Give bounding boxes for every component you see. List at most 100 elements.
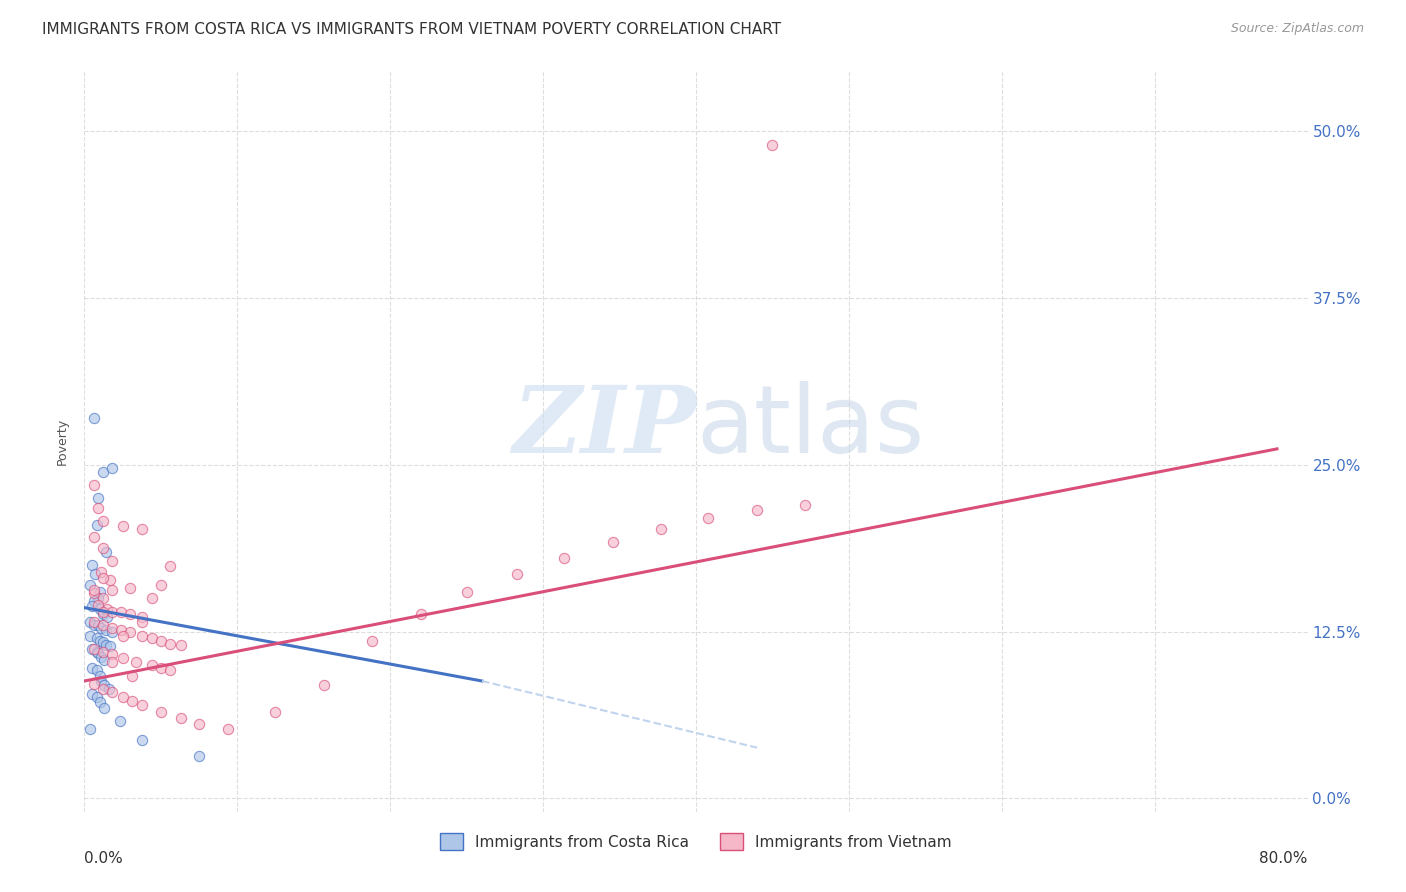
Point	[697, 511, 720, 525]
Point	[83, 530, 105, 544]
Point	[264, 705, 287, 719]
Point	[80, 558, 103, 572]
Point	[90, 621, 112, 635]
Point	[86, 690, 108, 704]
Point	[80, 642, 103, 657]
Point	[89, 668, 111, 682]
Point	[90, 650, 112, 665]
Point	[91, 635, 114, 649]
Point	[793, 498, 815, 512]
Point	[89, 634, 111, 648]
Point	[79, 615, 101, 630]
Point	[170, 638, 193, 652]
Point	[96, 602, 118, 616]
Point	[650, 522, 672, 536]
Point	[101, 684, 124, 698]
Point	[110, 624, 132, 638]
Point	[83, 615, 105, 630]
Point	[131, 615, 153, 630]
Point	[93, 678, 115, 692]
Point	[93, 653, 115, 667]
Y-axis label: Poverty: Poverty	[55, 418, 69, 465]
Text: 0.0%: 0.0%	[84, 851, 124, 865]
Point	[79, 578, 101, 592]
Point	[94, 624, 117, 638]
Point	[87, 598, 110, 612]
Point	[91, 591, 114, 606]
Point	[170, 711, 193, 725]
Text: Source: ZipAtlas.com: Source: ZipAtlas.com	[1230, 22, 1364, 36]
Point	[91, 571, 114, 585]
Point	[747, 503, 769, 517]
Point	[602, 535, 624, 549]
Point	[188, 716, 211, 731]
Point	[159, 559, 181, 574]
Point	[91, 605, 114, 619]
Point	[84, 567, 107, 582]
Point	[98, 573, 121, 587]
Point	[97, 681, 120, 696]
Point	[83, 586, 105, 600]
Point	[159, 663, 181, 677]
Point	[217, 722, 239, 736]
Point	[86, 632, 108, 646]
Point	[98, 640, 121, 654]
Point	[101, 656, 124, 670]
Point	[87, 491, 110, 506]
Point	[83, 583, 105, 598]
Point	[83, 676, 105, 690]
Point	[120, 581, 142, 595]
Text: 80.0%: 80.0%	[1260, 851, 1308, 865]
Point	[188, 748, 211, 763]
Point	[83, 642, 105, 657]
Point	[96, 610, 118, 624]
Point	[131, 629, 153, 643]
Point	[90, 565, 112, 579]
Point	[409, 607, 432, 622]
Point	[79, 722, 101, 736]
Point	[89, 584, 111, 599]
Point	[93, 700, 115, 714]
Point	[101, 648, 124, 662]
Point	[159, 637, 181, 651]
Point	[91, 645, 114, 659]
Point	[80, 687, 103, 701]
Point	[506, 567, 529, 582]
Point	[80, 599, 103, 614]
Text: IMMIGRANTS FROM COSTA RICA VS IMMIGRANTS FROM VIETNAM POVERTY CORRELATION CHART: IMMIGRANTS FROM COSTA RICA VS IMMIGRANTS…	[42, 22, 782, 37]
Point	[91, 541, 114, 555]
Point	[111, 651, 134, 665]
Point	[87, 618, 110, 632]
Point	[149, 705, 172, 719]
Point	[83, 478, 105, 492]
Point	[83, 594, 105, 608]
Point	[87, 591, 110, 606]
Point	[94, 544, 117, 558]
Point	[101, 621, 124, 635]
Point	[120, 624, 142, 639]
Point	[131, 522, 153, 536]
Text: ZIP: ZIP	[512, 382, 696, 472]
Point	[91, 607, 114, 622]
Point	[110, 605, 132, 619]
Point	[83, 618, 105, 632]
Point	[108, 714, 131, 728]
Legend: Immigrants from Costa Rica, Immigrants from Vietnam: Immigrants from Costa Rica, Immigrants f…	[433, 825, 959, 857]
Point	[553, 551, 575, 566]
Point	[86, 645, 108, 659]
Point	[360, 634, 382, 648]
Point	[131, 732, 153, 747]
Point	[141, 657, 163, 672]
Point	[87, 500, 110, 515]
Point	[120, 607, 142, 622]
Point	[149, 660, 172, 674]
Point	[111, 519, 134, 533]
Point	[125, 656, 148, 670]
Point	[314, 678, 336, 692]
Point	[131, 698, 153, 712]
Point	[141, 632, 163, 646]
Point	[87, 646, 110, 660]
Point	[131, 610, 153, 624]
Point	[79, 629, 101, 643]
Point	[121, 694, 143, 708]
